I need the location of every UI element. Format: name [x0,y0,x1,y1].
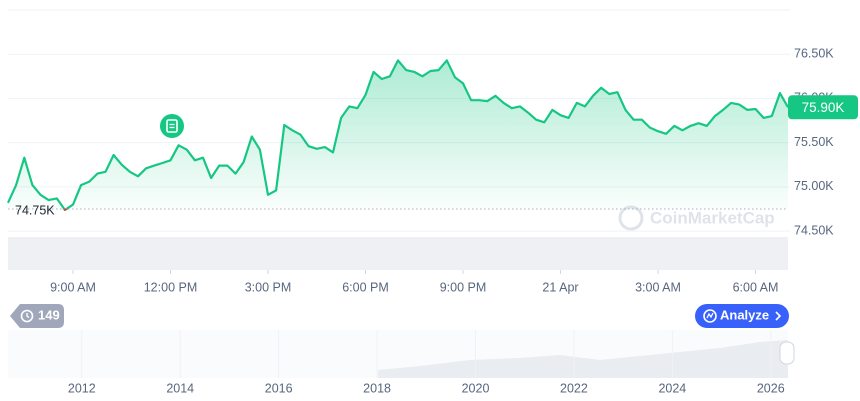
y-tick-label: 75.00K [794,179,834,193]
price-line [6,59,789,211]
x-tick-label: 6:00 PM [342,280,389,294]
price-area [8,60,788,210]
navigator-tick-label: 2014 [166,381,194,395]
y-tick-label: 76.50K [794,47,834,61]
x-tick-label: 12:00 PM [144,280,198,294]
watermark-text: CoinMarketCap [650,208,775,227]
navigator-tick-label: 2016 [265,381,293,395]
navigator-tick-label: 2024 [658,381,686,395]
event-icon[interactable] [160,114,184,138]
watermark: CoinMarketCap [618,205,775,231]
navigator-handle[interactable] [779,341,795,365]
navigator-tick-label: 2018 [363,381,391,395]
history-count: 149 [38,307,60,322]
current-price-badge [788,95,858,120]
current-price-label: 75.90K [802,100,845,115]
x-tick-label: 9:00 AM [50,280,96,294]
analyze-button[interactable]: Analyze [695,304,789,328]
history-button[interactable]: 149 [10,304,64,328]
x-tick-label: 3:00 AM [635,280,681,294]
y-tick-label: 75.50K [794,135,834,149]
x-tick-label: 3:00 PM [245,280,292,294]
analyze-label: Analyze [720,307,769,322]
reference-label: 74.75K [15,203,55,217]
navigator-tick-label: 2012 [68,381,96,395]
x-tick-label: 6:00 AM [733,280,779,294]
navigator-tick-label: 2020 [462,381,490,395]
navigator-area [378,340,788,378]
navigator-tick-label: 2022 [560,381,588,395]
y-tick-label: 74.50K [794,223,834,237]
volume-strip [8,237,788,270]
navigator-tick-label: 2026 [757,381,785,395]
x-tick-label: 21 Apr [542,280,578,294]
x-tick-label: 9:00 PM [440,280,487,294]
